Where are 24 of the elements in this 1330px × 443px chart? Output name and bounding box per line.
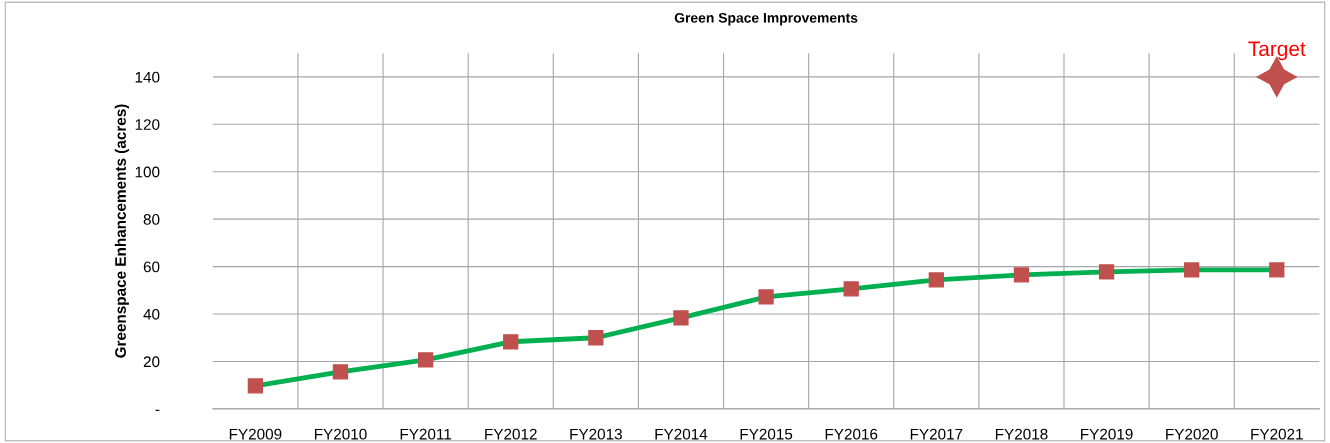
y-tick-label: 20 [143,356,160,368]
x-tick-label: FY2012 [485,428,537,440]
x-tick-label: FY2015 [740,428,793,440]
chart-title: Green Space Improvements [674,12,858,26]
y-tick-label: 100 [135,166,160,178]
x-tick-label: FY2017 [910,428,963,440]
x-tick-label: FY2009 [229,428,282,440]
y-tick-label: - [155,409,160,411]
x-tick-label: FY2020 [1166,428,1218,440]
x-tick-label: FY2019 [1081,428,1133,440]
annotation: Target [1248,41,1306,61]
x-tick-label: FY2013 [570,428,622,440]
y-tick-label: 60 [143,261,160,273]
y-tick-label: 120 [135,119,160,130]
y-axis-title: Greenspace Enhancements (acres) [114,104,129,358]
y-tick-label: 40 [143,308,160,320]
x-tick-label: FY2016 [825,428,878,440]
y-tick-label: 80 [143,214,160,225]
x-tick-label: FY2021 [1251,428,1303,440]
x-tick-label: FY2014 [655,428,708,440]
x-tick-label: FY2010 [314,428,367,440]
x-tick-label: FY2011 [400,428,452,440]
x-tick-label: FY2018 [995,428,1048,440]
y-tick-label: 140 [135,71,160,83]
